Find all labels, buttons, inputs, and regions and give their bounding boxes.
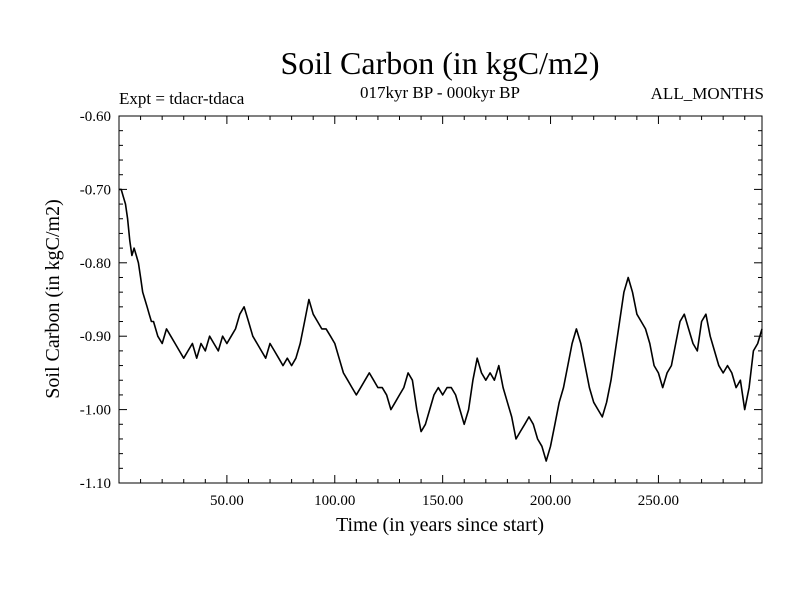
x-tick-labels: 50.00 100.00 150.00 200.00 250.00 bbox=[210, 493, 679, 509]
period-subtitle: 017kyr BP - 000kyr BP bbox=[360, 83, 520, 102]
y-tick-label: -0.60 bbox=[80, 109, 111, 125]
y-tick-label: -1.10 bbox=[80, 476, 111, 492]
plot-frame bbox=[118, 115, 763, 484]
y-tick-labels: -0.60 -0.70 -0.80 -0.90 -1.00 -1.10 bbox=[80, 109, 111, 492]
months-label: ALL_MONTHS bbox=[651, 84, 764, 103]
x-tick-label: 50.00 bbox=[210, 493, 244, 509]
y-tick-label: -0.80 bbox=[80, 256, 111, 272]
y-tick-label: -1.00 bbox=[80, 403, 111, 419]
data-line-soil-carbon bbox=[119, 188, 763, 462]
experiment-label: Expt = tdacr-tdaca bbox=[119, 89, 245, 108]
x-tick-label: 200.00 bbox=[530, 493, 571, 509]
x-axis-label: Time (in years since start) bbox=[336, 514, 544, 536]
y-tick-label: -0.90 bbox=[80, 329, 111, 345]
y-tick-label: -0.70 bbox=[80, 182, 111, 198]
x-tick-label: 100.00 bbox=[314, 493, 355, 509]
chart-title: Soil Carbon (in kgC/m2) bbox=[280, 45, 599, 81]
x-tick-label: 250.00 bbox=[638, 493, 679, 509]
y-axis-label: Soil Carbon (in kgC/m2) bbox=[42, 199, 64, 398]
axis-ticks bbox=[119, 116, 762, 483]
x-tick-label: 150.00 bbox=[422, 493, 463, 509]
